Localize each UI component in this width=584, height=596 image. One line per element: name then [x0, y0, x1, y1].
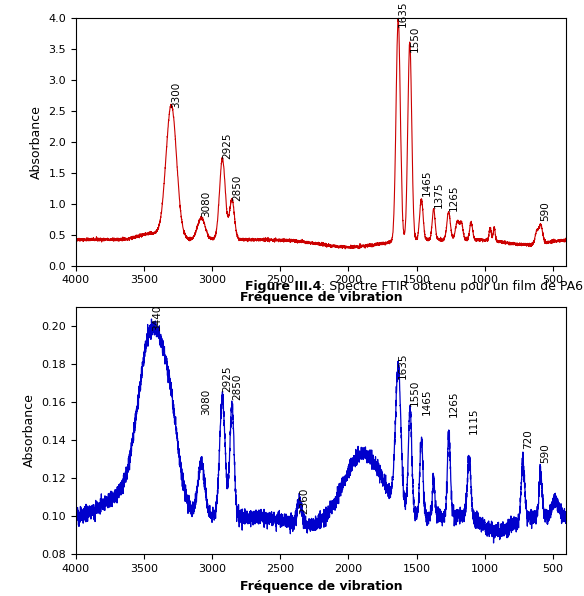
Y-axis label: Absorbance: Absorbance	[30, 105, 43, 179]
X-axis label: Fréquence de vibration: Fréquence de vibration	[240, 291, 402, 304]
Text: 2360: 2360	[300, 488, 310, 514]
Text: 1465: 1465	[421, 389, 432, 415]
Text: 1375: 1375	[433, 182, 444, 208]
Text: 1550: 1550	[410, 26, 420, 52]
Text: : Spectre FTIR obtenu pour un film de PA6.: : Spectre FTIR obtenu pour un film de PA…	[321, 280, 584, 293]
Text: 3080: 3080	[201, 389, 211, 415]
Text: 2925: 2925	[223, 366, 232, 392]
Text: 1115: 1115	[469, 408, 479, 434]
Text: 590: 590	[541, 443, 551, 463]
Text: 720: 720	[523, 430, 533, 449]
Text: 3080: 3080	[201, 191, 211, 218]
Text: 1465: 1465	[421, 169, 432, 195]
Text: 1550: 1550	[410, 379, 420, 406]
Y-axis label: Absorbance: Absorbance	[23, 393, 36, 467]
X-axis label: Fréquence de vibration: Fréquence de vibration	[240, 579, 402, 592]
Text: 1635: 1635	[398, 1, 408, 27]
Text: 3300: 3300	[171, 82, 181, 108]
Text: 1265: 1265	[449, 185, 458, 211]
Text: 1635: 1635	[398, 352, 408, 379]
Text: 1265: 1265	[449, 390, 458, 417]
Text: 2925: 2925	[223, 132, 232, 159]
Text: 2850: 2850	[232, 174, 242, 201]
Text: 3440: 3440	[152, 305, 162, 331]
Text: Figure III.4: Figure III.4	[245, 280, 321, 293]
Text: 590: 590	[541, 201, 551, 221]
Text: 2850: 2850	[232, 374, 242, 400]
